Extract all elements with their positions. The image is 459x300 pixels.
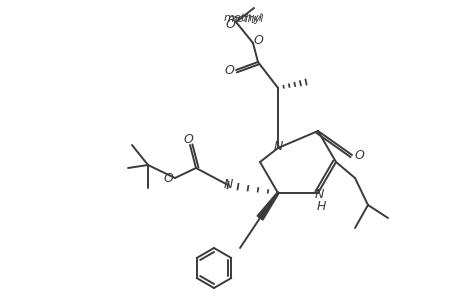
Text: O: O	[162, 172, 173, 185]
Polygon shape	[257, 192, 278, 220]
Text: H: H	[316, 200, 325, 214]
Text: O: O	[224, 64, 234, 76]
Text: N: N	[223, 178, 232, 191]
Text: O: O	[252, 34, 263, 46]
Text: N: N	[273, 140, 282, 152]
Text: N: N	[313, 188, 323, 202]
Text: O: O	[353, 148, 363, 161]
Text: methyl: methyl	[227, 14, 263, 24]
Text: O: O	[183, 133, 192, 146]
Text: methyl: methyl	[223, 13, 262, 23]
Text: O: O	[224, 17, 235, 31]
